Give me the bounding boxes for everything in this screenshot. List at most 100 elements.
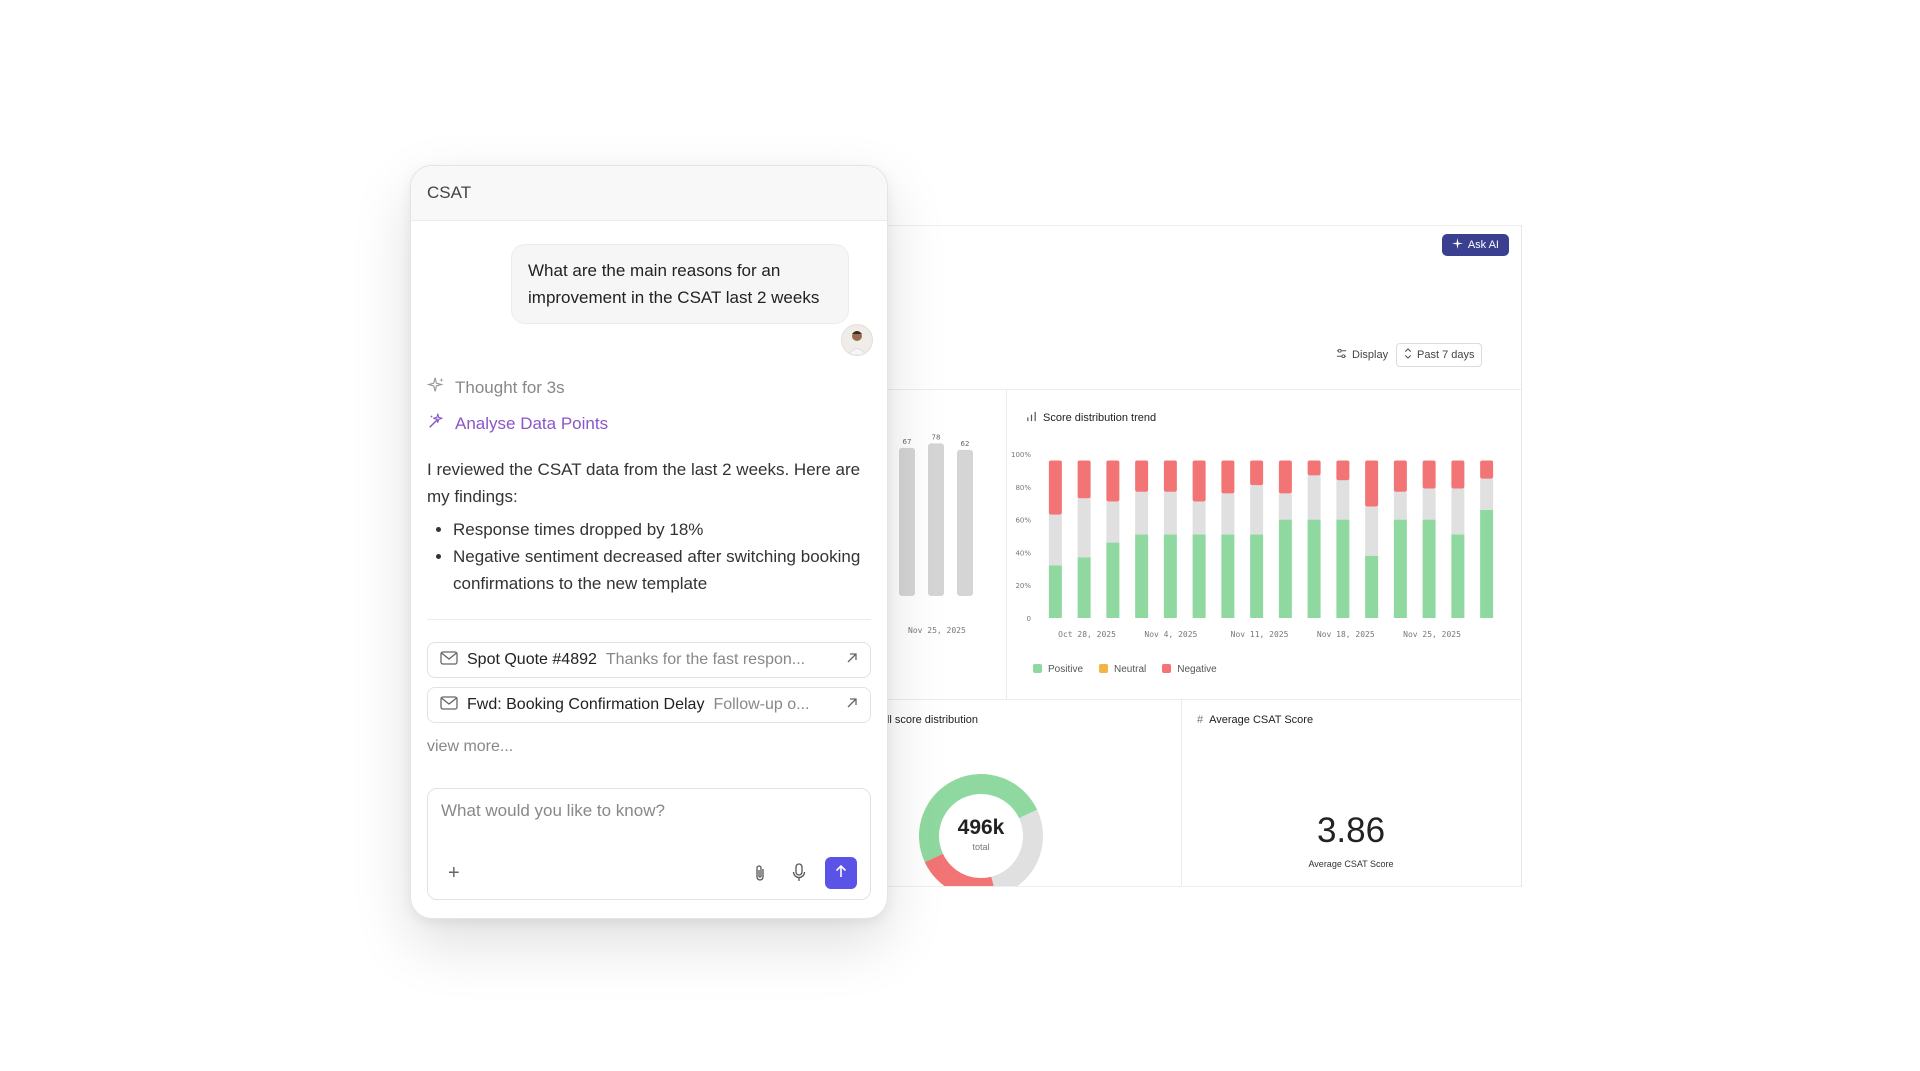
display-button[interactable]: Display xyxy=(1336,348,1388,362)
x-tick-label: Oct 28, 2025 xyxy=(1058,630,1116,639)
bar-segment-positive xyxy=(1365,555,1379,618)
dashboard-panel: Ask AI Display Past 7 days 97677862 Nov … xyxy=(870,225,1522,887)
bar-segment-negative xyxy=(1451,460,1465,489)
bar-segment-neutral xyxy=(1221,493,1235,535)
score-donut-chart xyxy=(919,774,1043,886)
bar-segment-neutral xyxy=(1163,491,1177,535)
send-button[interactable] xyxy=(825,857,857,889)
list-item: Response times dropped by 18% xyxy=(453,516,867,543)
overall-title: erall score distribution xyxy=(871,714,978,726)
bar xyxy=(899,447,915,596)
bar-segment-negative xyxy=(1221,460,1235,494)
donut-slice-positive xyxy=(919,774,1038,863)
legend-neutral: Neutral xyxy=(1099,664,1146,675)
divider xyxy=(871,389,1521,390)
chat-input-box[interactable]: What would you like to know? + xyxy=(427,788,871,900)
sparkle-icon xyxy=(1451,238,1463,252)
mail-icon xyxy=(440,695,458,715)
bar-segment-positive xyxy=(1135,534,1149,618)
bar-segment-positive xyxy=(1336,519,1350,618)
date-range-select[interactable]: Past 7 days xyxy=(1396,343,1483,367)
chat-panel: CSAT What are the main reasons for an im… xyxy=(410,165,888,919)
bar-segment-neutral xyxy=(1077,498,1091,558)
bar-segment-negative xyxy=(1077,460,1091,499)
sliders-icon xyxy=(1336,348,1347,362)
magic-wand-icon xyxy=(427,412,445,435)
y-tick-label: 40% xyxy=(1015,549,1031,557)
x-tick-label: Nov 4, 2025 xyxy=(1144,630,1198,639)
ask-ai-button[interactable]: Ask AI xyxy=(1441,234,1509,256)
reference-item[interactable]: Spot Quote #4892 Thanks for the fast res… xyxy=(427,642,871,678)
bar-segment-negative xyxy=(1422,460,1436,489)
bar-segment-negative xyxy=(1393,460,1407,492)
bar-segment-negative xyxy=(1163,460,1177,492)
data-label: 62 xyxy=(961,440,970,448)
bar-segment-neutral xyxy=(1480,478,1494,510)
chat-input-placeholder[interactable]: What would you like to know? xyxy=(441,801,665,820)
bar-segment-positive xyxy=(1451,534,1465,618)
display-label: Display xyxy=(1352,349,1389,361)
score-trend-chart: 0 20% 40% 60% 80% 100% xyxy=(1011,451,1494,623)
avg-title-text: Average CSAT Score xyxy=(1209,714,1314,726)
avg-title: # Average CSAT Score xyxy=(1197,714,1313,726)
bar-segment-positive xyxy=(1307,519,1321,618)
bar xyxy=(928,443,944,596)
donut-slice-neutral xyxy=(991,809,1043,886)
analyse-data-points[interactable]: Analyse Data Points xyxy=(427,412,608,435)
bar-segment-neutral xyxy=(1365,506,1379,556)
x-axis: Oct 28, 2025 Nov 4, 2025 Nov 11, 2025 Nov 1… xyxy=(1011,630,1511,642)
plus-icon[interactable]: + xyxy=(448,862,460,884)
hash-icon: # xyxy=(1197,714,1204,726)
divider xyxy=(1006,389,1007,699)
bar-segment-positive xyxy=(1250,534,1264,618)
reference-preview: Thanks for the fast respon... xyxy=(605,651,806,668)
reply-intro: I reviewed the CSAT data from the last 2… xyxy=(427,460,861,506)
bar-segment-negative xyxy=(1106,460,1120,502)
bar-chart-icon xyxy=(1026,411,1037,425)
attachment-icon[interactable] xyxy=(753,864,767,887)
bar-segment-positive xyxy=(1393,519,1407,618)
legend-positive: Positive xyxy=(1033,664,1083,675)
bar-segment-negative xyxy=(1480,460,1494,479)
bar-segment-neutral xyxy=(1048,514,1062,566)
bar xyxy=(957,449,973,596)
list-item: Negative sentiment decreased after switc… xyxy=(453,543,867,597)
chat-header: CSAT xyxy=(411,166,887,221)
findings-list: Response times dropped by 18% Negative s… xyxy=(427,516,867,597)
bar-segment-neutral xyxy=(1422,488,1436,520)
bar-segment-positive xyxy=(1422,519,1436,618)
assistant-reply: I reviewed the CSAT data from the last 2… xyxy=(427,456,867,597)
y-tick-label: 60% xyxy=(1015,517,1031,525)
partial-bar-chart: 97677862 xyxy=(871,426,973,596)
reference-preview: Follow-up o... xyxy=(713,696,810,713)
bar-segment-positive xyxy=(1192,534,1206,618)
data-label: 67 xyxy=(903,438,912,446)
reference-title: Fwd: Booking Confirmation Delay xyxy=(467,696,705,713)
bar-segment-negative xyxy=(1048,460,1062,515)
external-link-icon[interactable] xyxy=(846,696,858,714)
view-more-link[interactable]: view more... xyxy=(427,738,514,755)
donut-value: 496k xyxy=(957,816,1005,839)
divider xyxy=(427,619,871,620)
chat-title: CSAT xyxy=(427,183,472,202)
external-link-icon[interactable] xyxy=(846,651,858,669)
avg-value: 3.86 xyxy=(1316,811,1386,850)
bar-segment-neutral xyxy=(1135,491,1149,535)
y-tick-label: 0 xyxy=(1027,615,1031,623)
avatar xyxy=(841,324,873,356)
bar-segment-neutral xyxy=(1307,475,1321,520)
y-tick-label: 80% xyxy=(1015,484,1031,492)
reference-item[interactable]: Fwd: Booking Confirmation Delay Follow-u… xyxy=(427,687,871,723)
bar-segment-neutral xyxy=(1192,501,1206,535)
y-tick-label: 20% xyxy=(1015,582,1031,590)
trend-title-text: Score distribution trend xyxy=(1043,412,1157,424)
bar-segment-positive xyxy=(1163,534,1177,618)
bar-segment-neutral xyxy=(1393,491,1407,520)
date-range-label: Past 7 days xyxy=(1417,349,1475,361)
microphone-icon[interactable] xyxy=(792,863,806,887)
arrow-up-icon xyxy=(834,864,848,883)
x-tick-label: Nov 11, 2025 xyxy=(1230,630,1289,639)
donut-label: total xyxy=(972,842,990,852)
thought-status: Thought for 3s xyxy=(426,376,565,399)
mail-icon xyxy=(440,650,458,670)
